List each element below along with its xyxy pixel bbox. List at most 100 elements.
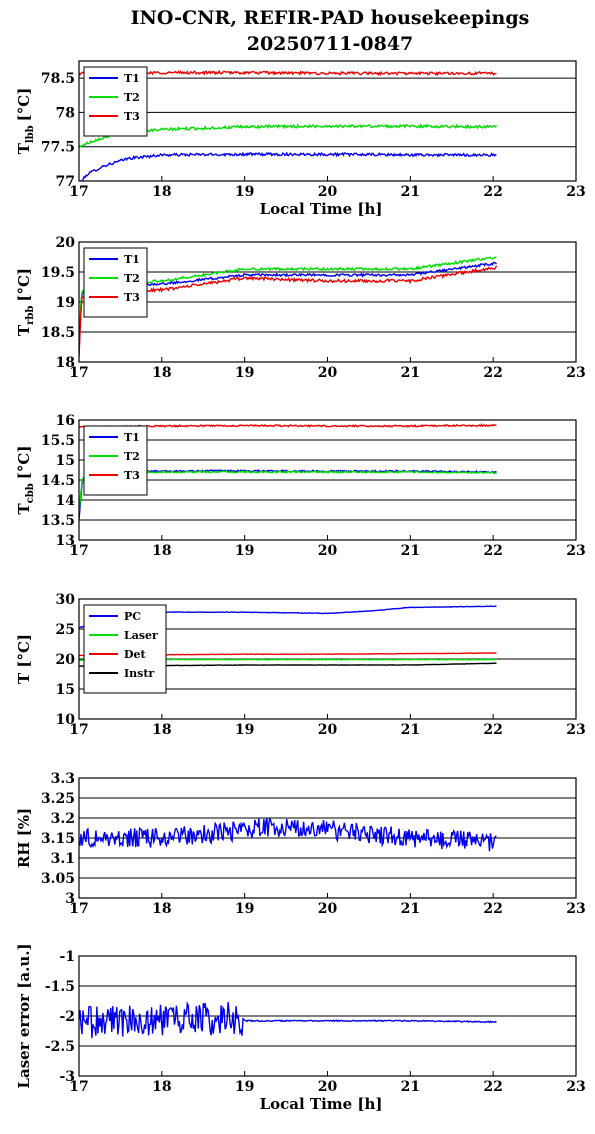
series-line-t3	[79, 423, 497, 429]
x-tick-label: 20	[318, 184, 338, 200]
legend-label: T2	[124, 272, 140, 285]
y-axis-label-unit: [°C]	[15, 446, 33, 480]
y-tick-label: 14.5	[41, 473, 75, 489]
figure-subtitle: 20250711-0847	[247, 33, 414, 55]
x-tick-label: 19	[235, 901, 254, 917]
x-tick-label: 22	[483, 543, 502, 559]
plot-frame	[78, 60, 577, 182]
x-tick-label: 18	[152, 543, 171, 559]
panel-lbb: 17 18 19 20 21 22 23 77 77.5 78 78.5 Local Time [h]…	[15, 60, 586, 218]
y-tick-label: 18	[56, 355, 75, 371]
y-tick-label: -2.5	[45, 1039, 75, 1055]
x-tick-label: 20	[318, 722, 338, 738]
x-tick-label: 21	[401, 722, 420, 738]
x-tick-label: 20	[318, 543, 338, 559]
y-axis-label-main: T [°C]	[15, 634, 33, 684]
x-tick-label: 21	[401, 1079, 420, 1095]
x-tick-label: 17	[69, 543, 88, 559]
legend: T1 T2 T3	[83, 66, 148, 137]
x-tick-label: 18	[152, 365, 171, 381]
x-tick-label: 21	[401, 365, 420, 381]
y-tick-label: 3.15	[41, 831, 75, 847]
x-tick-label: 20	[318, 901, 338, 917]
y-axis-label: Tcbb [°C]	[15, 446, 36, 515]
y-axis-label-main: Laser error [a.u.]	[15, 943, 33, 1088]
legend-label: T2	[124, 450, 140, 463]
y-tick-label: 14	[56, 493, 76, 509]
x-tick-label: 22	[483, 1079, 502, 1095]
y-axis-label-main: T	[15, 502, 33, 514]
series-line-t1	[80, 151, 497, 181]
panel-temp: 17 18 19 20 21 22 23 10 15 20 25 30 T [°C] PC Laser Det…	[15, 592, 586, 738]
y-tick-label: 10	[56, 712, 76, 728]
y-axis-label-sub: lbb	[25, 125, 36, 143]
x-tick-label: 18	[152, 722, 171, 738]
y-axis-label: Laser error [a.u.]	[15, 943, 33, 1088]
x-tick-label: 21	[401, 543, 420, 559]
series-line-rh	[79, 817, 497, 852]
x-tick-label: 20	[318, 365, 338, 381]
x-tick-label: 18	[152, 184, 171, 200]
x-tick-label: 19	[235, 722, 254, 738]
y-tick-label: 13	[56, 533, 75, 549]
y-tick-label: 3.1	[51, 851, 75, 867]
x-tick-label: 19	[235, 365, 254, 381]
y-tick-label: 3.3	[51, 771, 75, 787]
legend-label: PC	[124, 610, 141, 623]
y-axis-label: RH [%]	[15, 808, 33, 868]
x-tick-label: 18	[152, 901, 171, 917]
x-tick-label: 17	[69, 184, 88, 200]
y-axis-label-sub: cbb	[25, 483, 36, 503]
series-line-t3	[79, 265, 498, 358]
y-axis-label-sub: rbb	[25, 306, 36, 325]
x-tick-label: 23	[566, 184, 585, 200]
y-tick-label: 15.5	[41, 433, 75, 449]
y-tick-label: 16	[56, 413, 75, 429]
y-tick-label: 18.5	[41, 325, 75, 341]
legend: T1 T2 T3	[83, 247, 148, 318]
x-axis-label: Local Time [h]	[260, 200, 383, 218]
x-tick-label: 17	[69, 365, 88, 381]
y-tick-label: 13.5	[41, 513, 75, 529]
panel-rbb: 17 18 19 20 21 22 231818.51919.520Trbb[°C]T1T2…	[15, 235, 586, 381]
legend-label: T1	[124, 253, 140, 266]
x-tick-label: 22	[483, 184, 502, 200]
x-axis-label: Local Time [h]	[260, 1095, 383, 1113]
y-tick-label: 20	[56, 235, 76, 251]
x-tick-label: 23	[566, 901, 585, 917]
x-tick-label: 21	[401, 901, 420, 917]
legend-label: T3	[124, 469, 140, 482]
legend-label: Instr	[124, 667, 154, 680]
x-tick-label: 17	[69, 901, 88, 917]
legend: T1 T2 T3	[83, 425, 148, 496]
y-tick-label: 3.25	[41, 791, 75, 807]
y-tick-label: 3.2	[51, 811, 75, 827]
y-tick-label: -1	[59, 949, 75, 965]
y-axis-label: Trbb [°C]	[15, 268, 36, 336]
x-tick-label: 23	[566, 543, 585, 559]
x-tick-label: 23	[566, 722, 585, 738]
x-tick-label: 19	[235, 543, 254, 559]
panel-laser: 17 18 19 20 21 22 23 -3 -2.5 -2 -1.5 -1 Local Time […	[15, 943, 586, 1113]
y-tick-label: 3.05	[41, 871, 75, 887]
panel-rh: 17 18 19 20 21 22 23 3 3.05 3.1 3.15 3.2 3.25 3.3 RH […	[15, 771, 586, 917]
x-tick-label: 20	[318, 1079, 338, 1095]
series-line-t2	[79, 470, 497, 513]
x-tick-label: 22	[483, 722, 502, 738]
y-axis-label-unit: [°C]	[15, 268, 33, 302]
series-line-t1	[79, 261, 498, 352]
legend-label: T2	[124, 91, 140, 104]
x-tick-label: 23	[566, 365, 585, 381]
x-tick-label: 19	[235, 1079, 254, 1095]
x-tick-label: 21	[401, 184, 420, 200]
y-tick-label: -2	[59, 1009, 75, 1025]
y-axis-label: Tlbb [°C]	[15, 88, 36, 155]
series-line-t3	[79, 69, 497, 77]
legend-label: Det	[124, 648, 147, 661]
x-tick-label: 22	[483, 901, 502, 917]
y-tick-label: 19	[56, 295, 75, 311]
legend: PC Laser Det Instr	[83, 604, 167, 694]
legend-label: T3	[124, 110, 140, 123]
